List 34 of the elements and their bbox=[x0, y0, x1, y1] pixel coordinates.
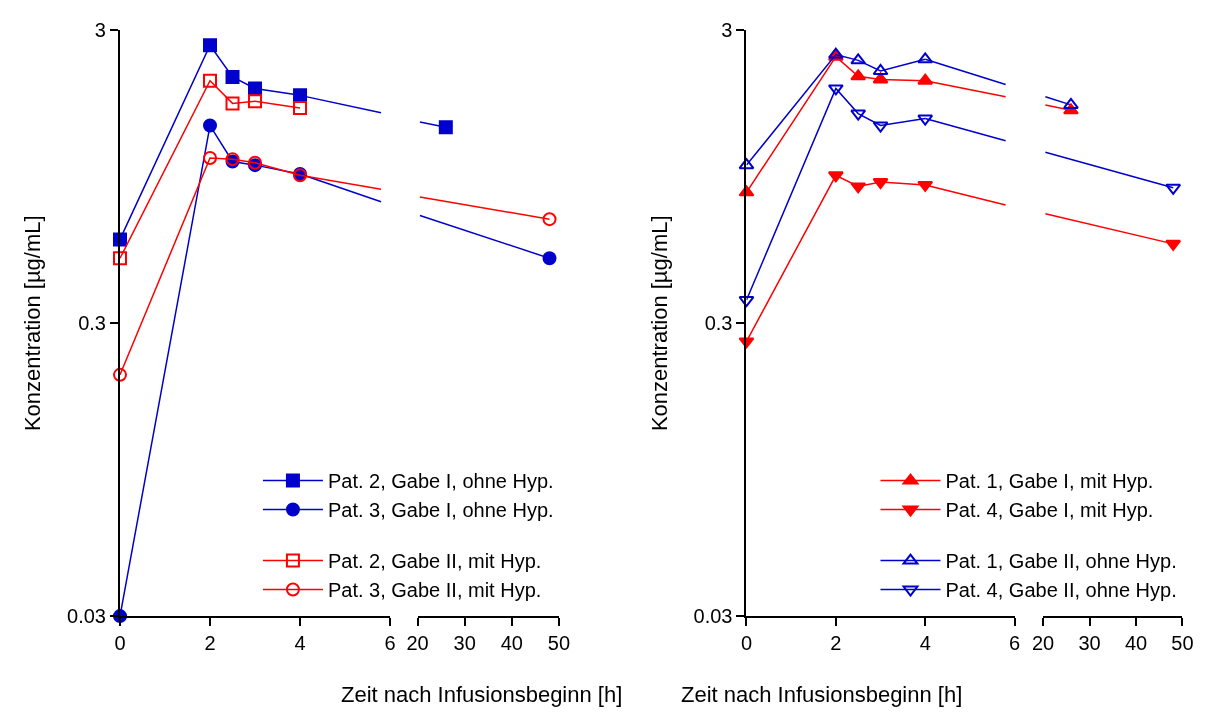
x-tick-label: 30 bbox=[453, 632, 476, 655]
x-tick-label: 30 bbox=[1078, 632, 1101, 655]
x-tick-label: 50 bbox=[547, 632, 571, 655]
y-tick-label: 3 bbox=[94, 19, 106, 42]
legend-label: Pat. 4, Gabe I, mit Hyp. bbox=[945, 499, 1154, 522]
x-tick-label: 2 bbox=[204, 632, 216, 655]
x-tick-label: 50 bbox=[1171, 632, 1194, 655]
x-tick-label: 40 bbox=[1124, 632, 1148, 655]
x-tick-label: 4 bbox=[919, 632, 931, 655]
x-axis-title: Zeit nach Infusionsbeginn [h] bbox=[681, 682, 963, 707]
y-tick-label: 0.3 bbox=[78, 312, 106, 335]
x-tick-label: 40 bbox=[500, 632, 523, 655]
legend-label: Pat. 1, Gabe I, mit Hyp. bbox=[945, 470, 1154, 493]
y-tick-label: 0.3 bbox=[704, 312, 733, 335]
legend-label: Pat. 4, Gabe II, ohne Hyp. bbox=[945, 579, 1177, 602]
x-tick-label: 0 bbox=[740, 632, 753, 655]
legend-label: Pat. 2, Gabe I, ohne Hyp. bbox=[327, 470, 554, 493]
legend-label: Pat. 1, Gabe II, ohne Hyp. bbox=[945, 550, 1177, 573]
x-tick-label: 6 bbox=[384, 632, 396, 655]
x-tick-label: 2 bbox=[830, 632, 842, 655]
x-tick-label: 20 bbox=[1031, 632, 1055, 655]
x-axis-title: Zeit nach Infusionsbeginn [h] bbox=[341, 682, 623, 707]
y-tick-label: 0.03 bbox=[693, 605, 733, 628]
legend-label: Pat. 3, Gabe I, ohne Hyp. bbox=[327, 499, 554, 522]
legend-label: Pat. 3, Gabe II, mit Hyp. bbox=[327, 579, 542, 602]
y-axis-title: Konzentration [µg/mL] bbox=[20, 215, 46, 432]
legend-label: Pat. 2, Gabe II, mit Hyp. bbox=[327, 550, 542, 573]
y-tick-label: 0.03 bbox=[67, 605, 106, 628]
y-axis-title: Konzentration [µg/mL] bbox=[646, 215, 672, 432]
y-tick-label: 3 bbox=[721, 19, 733, 42]
x-tick-label: 20 bbox=[406, 632, 429, 655]
x-tick-label: 6 bbox=[1009, 632, 1021, 655]
x-tick-label: 4 bbox=[294, 632, 306, 655]
x-tick-label: 0 bbox=[114, 632, 126, 655]
